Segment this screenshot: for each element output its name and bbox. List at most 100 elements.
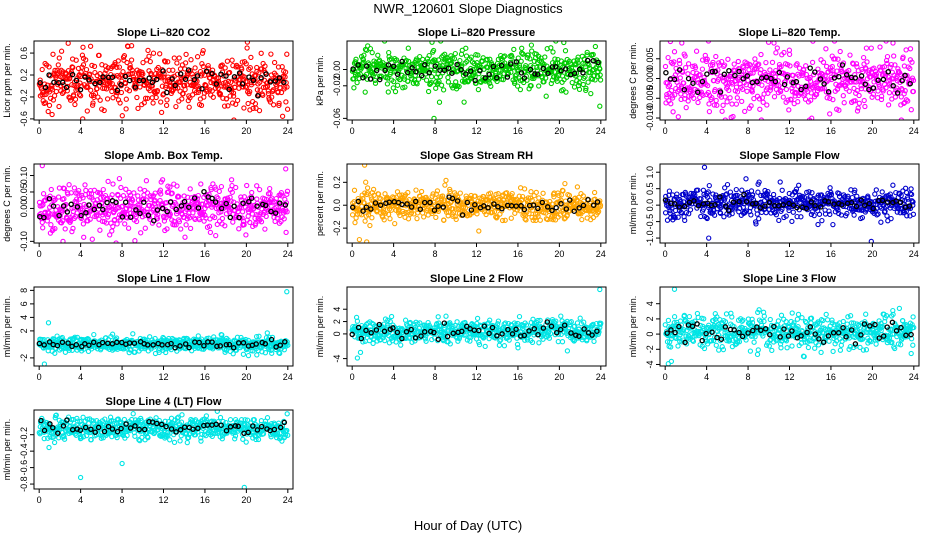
data-point — [421, 214, 427, 220]
data-point — [847, 52, 853, 58]
subset-point — [213, 81, 220, 87]
data-point — [39, 66, 45, 73]
data-point — [457, 190, 463, 196]
data-point — [904, 72, 910, 79]
data-point — [758, 67, 764, 73]
subset-point — [226, 86, 232, 93]
data-point — [579, 216, 585, 223]
data-point — [480, 200, 486, 206]
subset-point — [681, 86, 688, 93]
subset-point — [870, 205, 876, 212]
data-point — [867, 74, 874, 80]
data-point — [284, 84, 290, 90]
data-point — [284, 51, 290, 57]
data-point — [807, 78, 814, 84]
x-tick-label: 12 — [158, 372, 168, 382]
data-point — [491, 209, 498, 215]
data-point — [576, 86, 583, 93]
data-point — [536, 83, 542, 89]
subset-point — [540, 65, 547, 72]
outlier-point — [284, 289, 290, 295]
subset-point — [818, 204, 824, 210]
data-point — [562, 198, 569, 204]
data-point — [436, 99, 443, 105]
data-point — [700, 187, 707, 193]
data-point — [283, 99, 289, 105]
subset-point — [46, 339, 53, 345]
data-point — [135, 105, 141, 112]
data-point — [898, 94, 904, 100]
data-point — [135, 193, 141, 199]
data-point — [764, 191, 770, 198]
data-point — [164, 226, 170, 232]
data-point — [777, 179, 783, 185]
subset-point — [109, 74, 116, 80]
data-point — [69, 228, 75, 235]
data-point — [58, 48, 65, 54]
subset-point — [721, 71, 728, 78]
subset-point — [553, 204, 559, 211]
points-group — [662, 164, 917, 243]
data-point — [751, 95, 757, 102]
data-point — [240, 351, 247, 357]
subset-point — [467, 68, 474, 74]
data-point — [669, 93, 675, 99]
data-point — [216, 188, 222, 195]
subset-point — [59, 79, 66, 86]
data-point — [516, 62, 523, 69]
data-point — [677, 75, 683, 81]
data-point — [48, 82, 54, 88]
subset-point — [140, 77, 147, 84]
data-point — [420, 56, 426, 63]
subset-point — [73, 341, 80, 348]
data-point — [83, 187, 89, 194]
subset-point — [763, 74, 770, 81]
subset-point — [879, 197, 886, 204]
data-point — [425, 88, 432, 95]
data-point — [907, 46, 914, 52]
data-point — [724, 181, 731, 188]
subset-point — [441, 67, 448, 74]
subset-point — [676, 67, 683, 73]
data-point — [580, 81, 586, 88]
data-point — [285, 342, 291, 348]
data-point — [872, 191, 878, 197]
subset-point — [86, 202, 92, 208]
data-point — [580, 193, 586, 199]
subset-point — [209, 195, 215, 202]
data-point — [189, 71, 195, 77]
data-point — [462, 205, 469, 211]
data-point — [861, 97, 867, 104]
data-point — [678, 198, 684, 205]
data-point — [699, 66, 706, 72]
data-point — [120, 193, 127, 199]
subset-point — [212, 199, 219, 205]
data-point — [174, 183, 180, 189]
data-point — [819, 217, 825, 224]
data-point — [765, 41, 772, 45]
data-point — [763, 59, 769, 66]
data-point — [468, 54, 474, 60]
data-point — [284, 209, 290, 215]
data-point — [826, 208, 832, 214]
data-point — [785, 97, 791, 103]
data-point — [278, 190, 285, 196]
data-point — [487, 190, 494, 196]
data-point — [147, 87, 153, 94]
data-point — [837, 48, 843, 55]
data-point — [764, 195, 770, 201]
data-point — [209, 67, 216, 73]
data-point — [514, 83, 521, 89]
data-point — [212, 214, 218, 221]
data-point — [562, 48, 569, 54]
subset-point — [360, 208, 366, 214]
data-point — [671, 59, 677, 65]
data-point — [523, 217, 529, 223]
subset-point — [65, 340, 71, 346]
subset-point — [848, 199, 855, 206]
data-point — [422, 336, 428, 342]
data-point — [529, 214, 535, 221]
subset-point — [172, 82, 178, 89]
data-point — [898, 192, 904, 199]
data-point — [436, 78, 442, 85]
